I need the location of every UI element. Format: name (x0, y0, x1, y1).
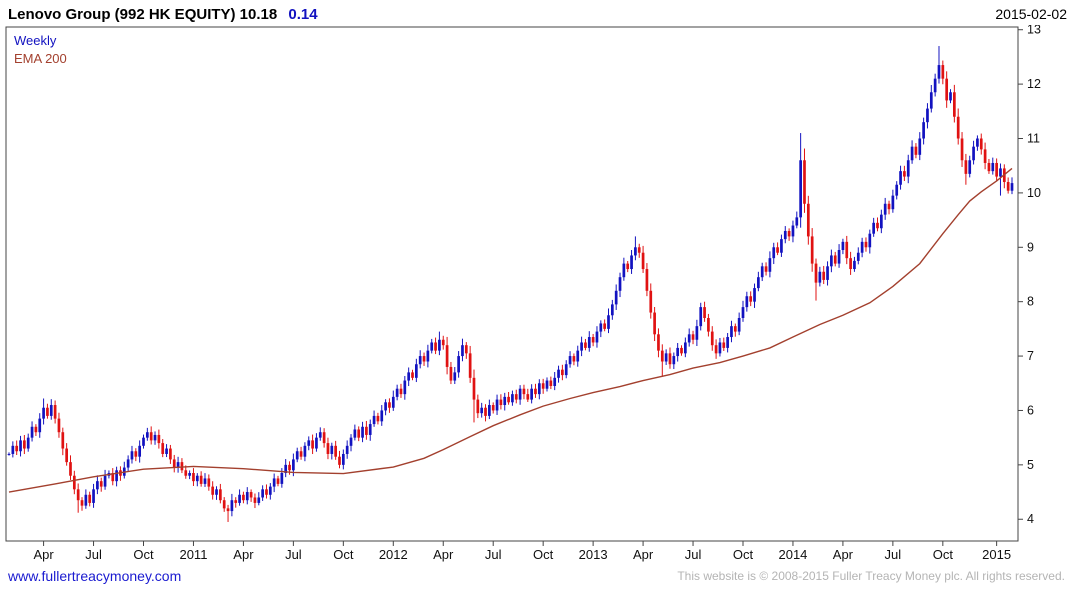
svg-text:2015: 2015 (982, 547, 1011, 562)
legend-frequency-label: Weekly (14, 33, 57, 48)
svg-text:7: 7 (1027, 349, 1034, 363)
svg-text:10: 10 (1027, 186, 1041, 200)
svg-text:2012: 2012 (379, 547, 408, 562)
svg-text:Apr: Apr (433, 547, 454, 562)
footer-copyright: This website is © 2008-2015 Fuller Treac… (677, 569, 1065, 583)
svg-text:5: 5 (1027, 458, 1034, 472)
svg-text:Jul: Jul (885, 547, 902, 562)
svg-text:6: 6 (1027, 403, 1034, 417)
svg-text:13: 13 (1027, 25, 1041, 37)
footer: www.fullertreacymoney.com This website i… (0, 565, 1075, 584)
svg-text:Jul: Jul (685, 547, 702, 562)
svg-text:Apr: Apr (33, 547, 54, 562)
svg-text:Apr: Apr (833, 547, 854, 562)
legend-ema-label: EMA 200 (14, 51, 67, 66)
footer-site-link[interactable]: www.fullertreacymoney.com (8, 568, 182, 584)
svg-text:4: 4 (1027, 512, 1034, 526)
title-bar: Lenovo Group (992 HK EQUITY) 10.18 0.14 … (0, 0, 1075, 24)
svg-text:11: 11 (1027, 132, 1040, 146)
page-title: Lenovo Group (992 HK EQUITY) 10.18 0.14 (8, 6, 318, 23)
svg-text:9: 9 (1027, 240, 1034, 254)
svg-text:2013: 2013 (579, 547, 608, 562)
chart-legend: Weekly EMA 200 (14, 32, 67, 68)
svg-text:2014: 2014 (778, 547, 807, 562)
svg-text:12: 12 (1027, 77, 1041, 91)
chart-date: 2015-02-02 (995, 6, 1067, 22)
svg-text:Oct: Oct (933, 547, 954, 562)
candlestick-chart: 4 5 6 7 8 9 10 11 12 13 Apr Jul Oct 2011 Apr Jul Oct 2012… (0, 25, 1075, 565)
chart-area: Weekly EMA 200 4 5 6 7 8 9 10 11 12 13 Apr Jul Oct 20… (0, 25, 1075, 565)
svg-text:2011: 2011 (179, 547, 207, 562)
svg-text:Apr: Apr (633, 547, 654, 562)
svg-text:Oct: Oct (333, 547, 354, 562)
svg-text:8: 8 (1027, 295, 1034, 309)
svg-text:Jul: Jul (85, 547, 102, 562)
svg-text:Oct: Oct (533, 547, 554, 562)
price-chart-svg: 4 5 6 7 8 9 10 11 12 13 Apr Jul Oct 2011 Apr Jul Oct 2012… (5, 25, 1041, 562)
svg-text:Oct: Oct (733, 547, 754, 562)
instrument-title: Lenovo Group (992 HK EQUITY) 10.18 (8, 6, 278, 23)
svg-text:Oct: Oct (133, 547, 154, 562)
svg-text:Jul: Jul (285, 547, 302, 562)
svg-text:Apr: Apr (233, 547, 254, 562)
svg-text:Jul: Jul (485, 547, 502, 562)
price-change: 0.14 (288, 6, 318, 23)
